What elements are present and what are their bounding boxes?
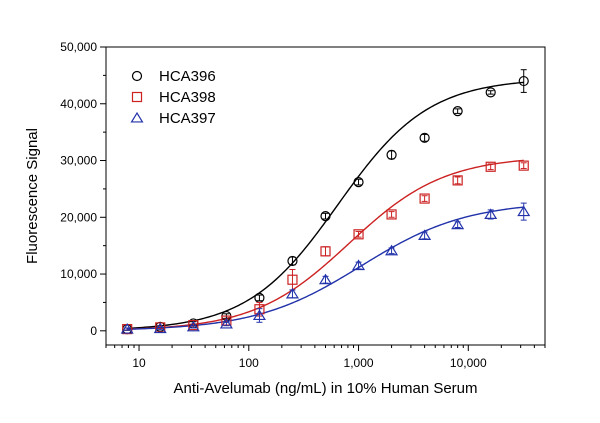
data-point (219, 317, 233, 329)
fit-curve-hca398 (127, 159, 524, 330)
data-point (485, 161, 496, 172)
data-point (485, 87, 496, 98)
y-tick-label: 0 (90, 324, 97, 338)
y-tick-label: 10,000 (60, 267, 97, 281)
data-point (353, 229, 364, 240)
series-hca397 (120, 202, 531, 334)
data-point (452, 175, 463, 186)
data-point (419, 193, 430, 204)
y-tick-label: 20,000 (60, 210, 97, 224)
y-tick-label: 40,000 (60, 97, 97, 111)
data-point (518, 75, 529, 87)
data-point (451, 218, 465, 230)
y-tick-label: 30,000 (60, 154, 97, 168)
data-point (153, 322, 167, 334)
legend-label: HCA396 (159, 68, 216, 85)
data-point (353, 176, 364, 188)
data-point (252, 309, 266, 321)
data-point (386, 149, 397, 160)
legend-marker (130, 111, 144, 123)
data-point (287, 274, 298, 285)
data-point (186, 320, 200, 332)
legend-marker (131, 91, 143, 103)
x-axis-title: Anti-Avelumab (ng/mL) in 10% Human Serum (173, 380, 477, 397)
data-point (352, 259, 366, 271)
legend-item-hca397: HCA397 (130, 110, 216, 127)
data-point (452, 106, 463, 117)
data-point (386, 209, 397, 220)
data-point (484, 208, 498, 220)
axes: 10 100 1,000 10,000 0 10,000 20,000 30,000 40,00… (60, 40, 546, 370)
data-point (287, 255, 298, 267)
series-hca398 (122, 160, 529, 335)
data-point (120, 323, 134, 334)
data-point (517, 205, 531, 217)
legend-marker (131, 70, 143, 82)
data-point (320, 211, 331, 222)
x-tick-label: 10 (132, 356, 146, 370)
data-points (120, 69, 531, 335)
legend-label: HCA397 (159, 110, 216, 127)
x-tick-label: 100 (239, 356, 259, 370)
data-point (318, 273, 333, 285)
legend-item-hca398: HCA398 (131, 89, 216, 106)
legend-item-hca396: HCA396 (131, 68, 216, 85)
y-axis-title: Fluorescence Signal (24, 128, 41, 264)
data-point (188, 320, 199, 331)
data-point (518, 160, 529, 171)
data-point (418, 229, 432, 241)
data-point (419, 132, 430, 143)
fit-curve-hca397 (127, 206, 524, 330)
legend: HCA396 HCA398 HCA397 (130, 68, 216, 127)
y-tick-label: 50,000 (60, 40, 97, 54)
data-point (285, 287, 299, 299)
x-tick-label: 10,000 (450, 356, 487, 370)
data-point (320, 246, 331, 257)
data-point (385, 244, 399, 256)
x-tick-label: 1,000 (344, 356, 374, 370)
legend-label: HCA398 (159, 89, 216, 106)
